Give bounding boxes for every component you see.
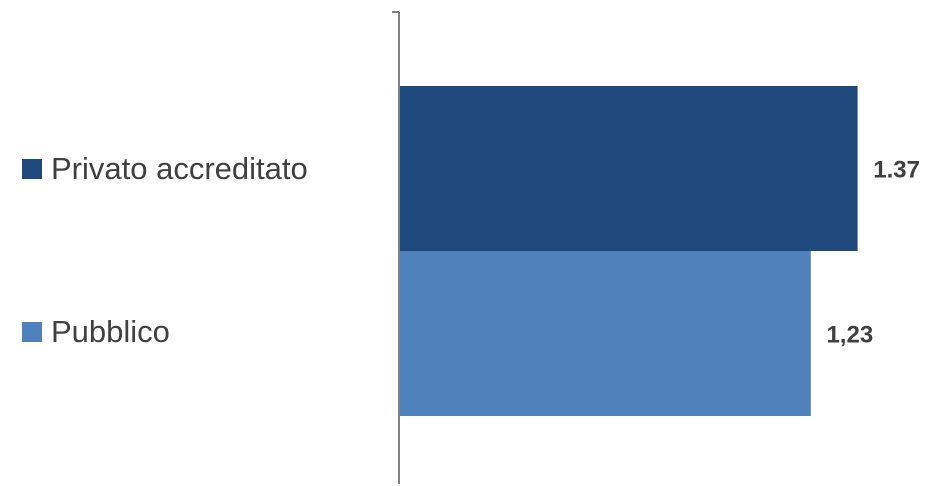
data-labels-layer: 1.37 1,23	[826, 157, 919, 349]
data-label-pubblico: 1,23	[826, 322, 873, 349]
category-axis	[392, 11, 400, 484]
data-label-privato-accreditato: 1.37	[873, 157, 920, 184]
bar-pubblico	[400, 251, 811, 416]
legend-item-pubblico: Pubblico	[22, 312, 170, 352]
legend-label-privato-accreditato: Privato accreditato	[51, 151, 308, 186]
legend-swatch-pubblico	[22, 322, 42, 342]
bar-privato-accreditato	[400, 86, 858, 251]
bars-layer	[400, 86, 858, 416]
legend-label-pubblico: Pubblico	[51, 314, 170, 349]
legend-swatch-privato-accreditato	[22, 159, 42, 179]
legend-item-privato-accreditato: Privato accreditato	[22, 149, 308, 189]
